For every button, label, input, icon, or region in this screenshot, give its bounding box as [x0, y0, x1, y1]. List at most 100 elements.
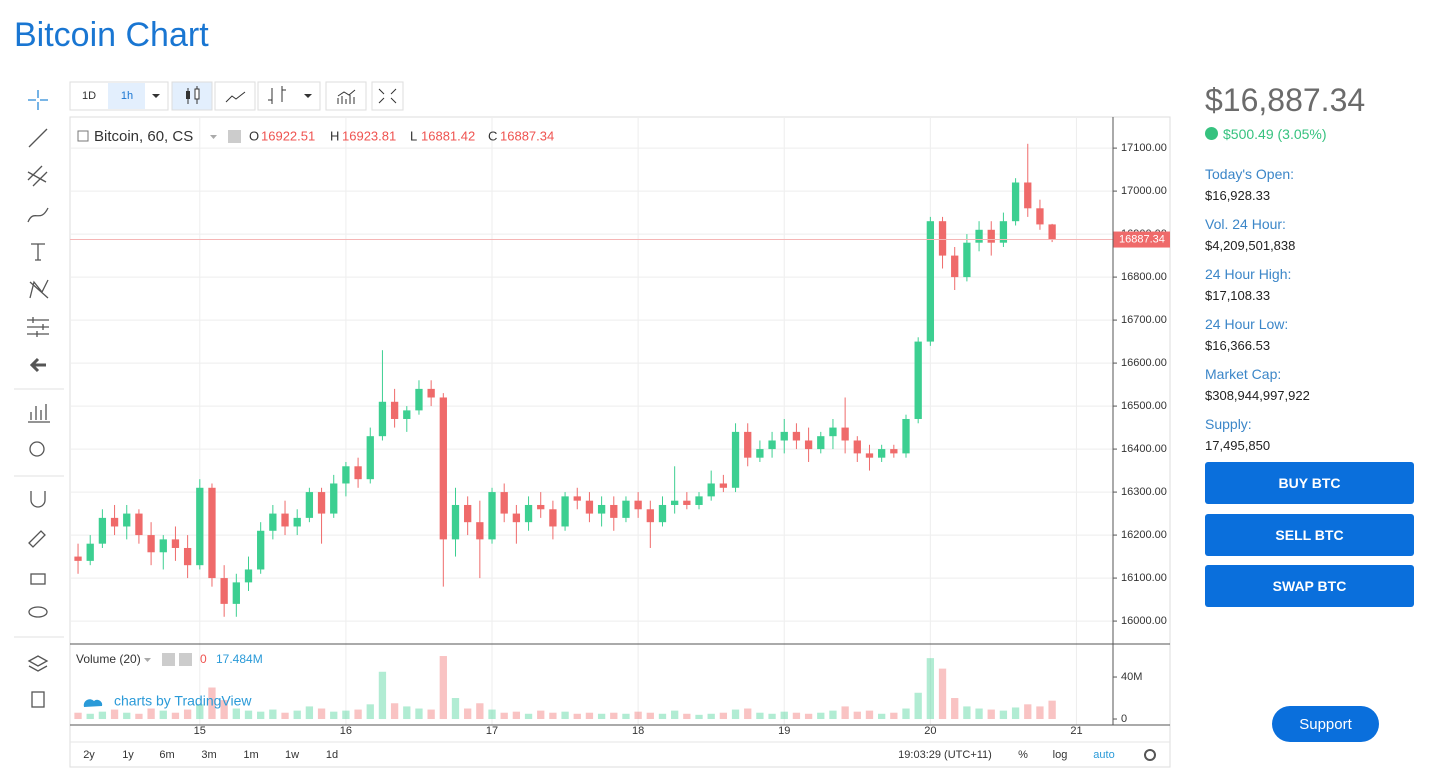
candle-body [317, 492, 326, 514]
brush-tool[interactable] [27, 207, 49, 223]
bottom-bar: 2y 1y 6m 3m 1m 1w 1d 19:03:29 (UTC+11) %… [83, 749, 1156, 761]
range-button[interactable]: 1m [243, 749, 258, 761]
caret[interactable] [144, 658, 151, 662]
candle-body [330, 483, 338, 514]
fib-tool[interactable] [27, 165, 48, 187]
stat: Market Cap: $308,944,997,922 [1205, 366, 1310, 403]
line-tool[interactable] [28, 128, 48, 148]
volume-title: Volume (20) [76, 652, 141, 666]
range-button[interactable]: 1d [326, 749, 338, 761]
candle-body [183, 547, 192, 566]
volume-bar [634, 711, 642, 720]
fullscreen[interactable] [371, 81, 404, 111]
y-tick-label: 16500.00 [1121, 400, 1167, 412]
volume-bar [951, 698, 959, 720]
volume-bar [926, 658, 935, 720]
caret[interactable] [210, 135, 217, 139]
back-tool[interactable] [29, 357, 46, 373]
stat-value: 17,495,850 [1205, 438, 1271, 453]
candle-style[interactable] [171, 81, 213, 111]
settings-icon[interactable] [228, 130, 241, 143]
settings-gear[interactable] [1144, 749, 1156, 761]
visibility-tool[interactable] [28, 606, 48, 618]
ohlc-key: H [330, 128, 339, 143]
collapse-icon[interactable] [77, 130, 89, 142]
zoom-tool[interactable] [29, 441, 45, 457]
candle-body [829, 427, 837, 437]
volume-bar [476, 703, 484, 720]
pattern-tool[interactable] [29, 279, 49, 299]
caret[interactable] [152, 94, 160, 98]
option-button[interactable]: % [1018, 749, 1028, 761]
watermark[interactable]: charts by TradingView [114, 693, 252, 709]
range-button[interactable]: 3m [201, 749, 216, 761]
candle-body [74, 556, 82, 561]
prediction-tool[interactable] [27, 317, 49, 337]
volume-bar [488, 709, 496, 720]
option-button[interactable]: log [1053, 749, 1068, 761]
candle-body [853, 440, 861, 454]
close-icon[interactable] [179, 653, 192, 666]
settings-icon[interactable] [162, 653, 175, 666]
caret[interactable] [304, 94, 312, 98]
unlock-tool[interactable] [30, 573, 46, 585]
ohlc-key: C [488, 128, 497, 143]
volume-bar [597, 713, 606, 720]
page-title: Bitcoin Chart [14, 16, 209, 54]
volume-bar [281, 712, 289, 720]
volume-bar [244, 710, 253, 720]
volume-bar [123, 712, 131, 720]
range-button[interactable]: 1y [122, 749, 134, 761]
trash-tool[interactable] [31, 691, 45, 708]
stat-value: $16,366.53 [1205, 338, 1271, 353]
x-tick-label: 18 [632, 725, 644, 737]
clock: 19:03:29 (UTC+11) [898, 749, 992, 761]
indicators[interactable] [325, 81, 367, 111]
range-button[interactable]: 6m [159, 749, 174, 761]
candle-body [305, 492, 314, 518]
volume-bar [232, 708, 240, 720]
volume-bar [196, 704, 204, 720]
swap-button[interactable]: SWAP BTC [1205, 565, 1414, 607]
volume-bar [110, 709, 119, 720]
volume-bar [780, 711, 788, 720]
price-change: $500.49 (3.05%) [1205, 126, 1327, 142]
candle-body [378, 401, 387, 437]
candle-body [841, 427, 849, 441]
line-style[interactable] [214, 81, 256, 111]
candle-body [415, 388, 423, 411]
lock-drawing-tool[interactable] [28, 530, 46, 548]
volume-bar [695, 714, 703, 720]
left-toolbar [14, 90, 64, 708]
candle-body [86, 543, 94, 561]
y-tick-label: 16800.00 [1121, 271, 1167, 283]
volume-bar [963, 706, 971, 720]
measure-tool[interactable] [28, 404, 50, 423]
support-button[interactable]: Support [1272, 706, 1379, 742]
interval-button[interactable]: 1h [121, 90, 133, 102]
candle-icon [194, 88, 200, 100]
candle-body [780, 431, 788, 441]
candle-body [731, 431, 740, 488]
option-button[interactable]: auto [1093, 749, 1114, 761]
volume-bar [561, 711, 569, 720]
interval-button[interactable]: 1D [82, 90, 96, 102]
candle-body [537, 504, 545, 510]
sell-button[interactable]: SELL BTC [1205, 514, 1414, 556]
candle-body [269, 513, 277, 531]
range-button[interactable]: 1w [285, 749, 299, 761]
compare[interactable] [257, 81, 321, 111]
candle-body [658, 504, 667, 523]
magnet-tool[interactable] [30, 491, 46, 508]
y-tick-label: 16200.00 [1121, 529, 1167, 541]
candle-body [293, 517, 301, 527]
layers-tool[interactable] [27, 655, 49, 672]
candle-body [451, 504, 460, 540]
volume-bar [792, 712, 801, 720]
candle-body [427, 388, 435, 398]
text-tool[interactable] [31, 243, 45, 261]
crosshair-tool[interactable] [28, 90, 48, 110]
range-button[interactable]: 2y [83, 749, 95, 761]
ohlc-value: 16881.42 [421, 128, 475, 143]
buy-button[interactable]: BUY BTC [1205, 462, 1414, 504]
